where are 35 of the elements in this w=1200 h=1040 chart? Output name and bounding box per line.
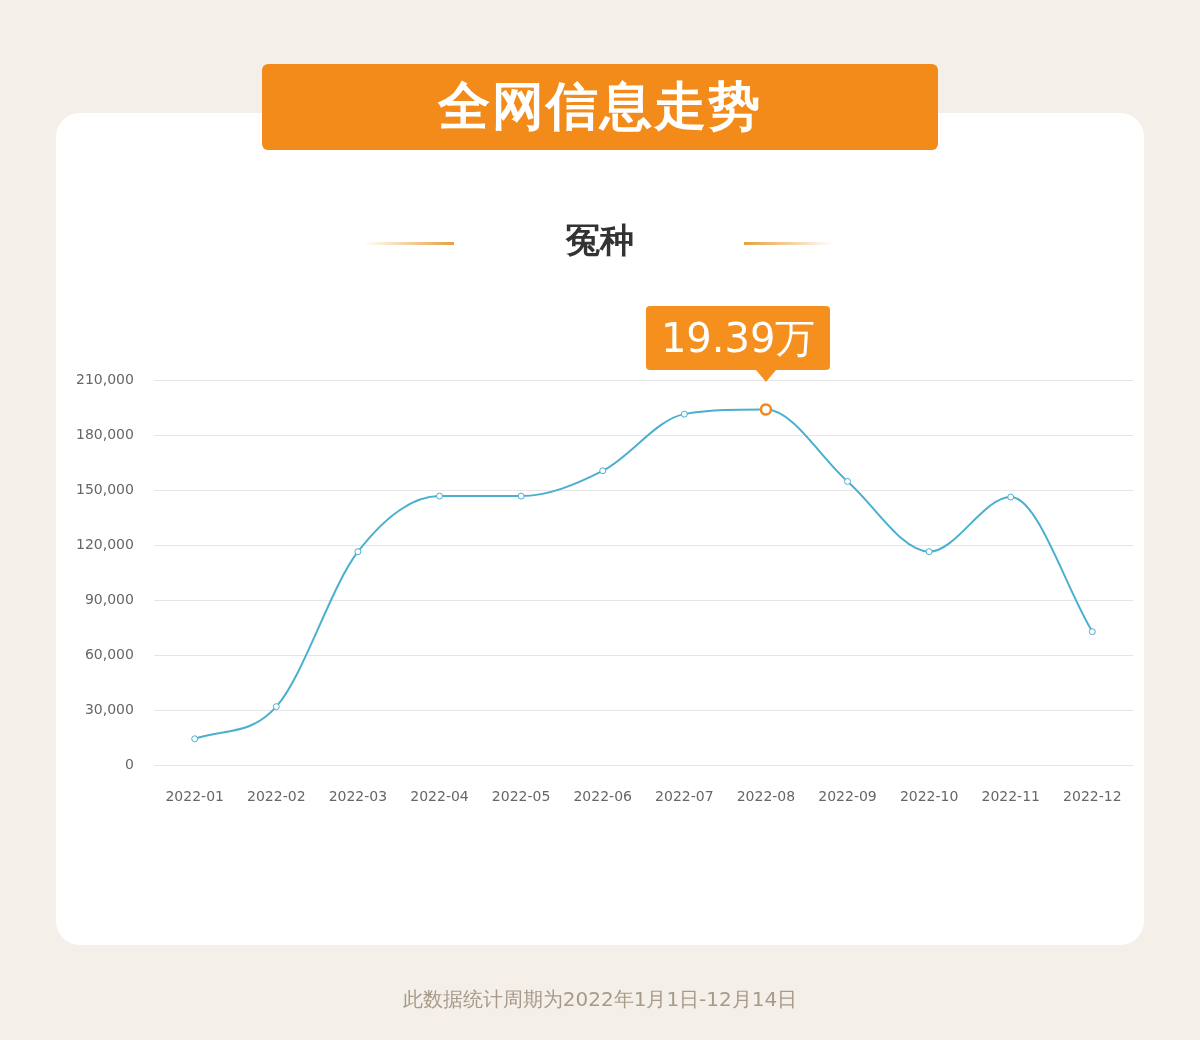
x-tick-label: 2022-07: [655, 788, 714, 805]
x-tick-label: 2022-04: [410, 788, 469, 805]
y-tick-label: 30,000: [84, 700, 134, 717]
point: [844, 477, 852, 485]
point: [354, 548, 362, 556]
point: [599, 467, 607, 475]
x-tick-label: 2022-11: [981, 788, 1040, 805]
y-tick-label: 210,000: [75, 370, 134, 387]
point: [1007, 493, 1015, 501]
text: 此数据统计周期为2022年1月1日-12月14日: [401, 986, 799, 1013]
y-tick-label: 150,000: [75, 480, 134, 497]
y-tick-label: 90,000: [84, 590, 134, 607]
y-tick-label: 60,000: [84, 645, 134, 662]
chart-subtitle: 冤种: [564, 219, 635, 262]
x-tick-label: 2022-08: [736, 788, 796, 805]
chart-title: 全网信息走势: [438, 75, 762, 138]
x-tick-label: 2022-03: [328, 788, 388, 805]
y-tick-label: 0: [124, 755, 134, 772]
point: [680, 410, 688, 418]
x-tick-label: 2022-05: [491, 788, 551, 805]
point: [272, 703, 280, 711]
x-tick-label: 2022-10: [899, 788, 959, 805]
x-tick-label: 2022-01: [165, 788, 224, 805]
x-tick-label: 2022-06: [573, 788, 633, 805]
y-tick-label: 120,000: [75, 535, 134, 552]
point: [1088, 628, 1096, 636]
point: [436, 492, 444, 500]
point: [925, 548, 933, 556]
y-tick-label: 180,000: [75, 425, 134, 442]
annotation: 19.39万: [645, 305, 831, 370]
x-tick-label: 2022-12: [1063, 788, 1122, 805]
x-tick-label: 2022-02: [247, 788, 306, 805]
x-tick-label: 2022-09: [818, 788, 877, 805]
point: [517, 492, 525, 500]
point: [191, 735, 199, 743]
